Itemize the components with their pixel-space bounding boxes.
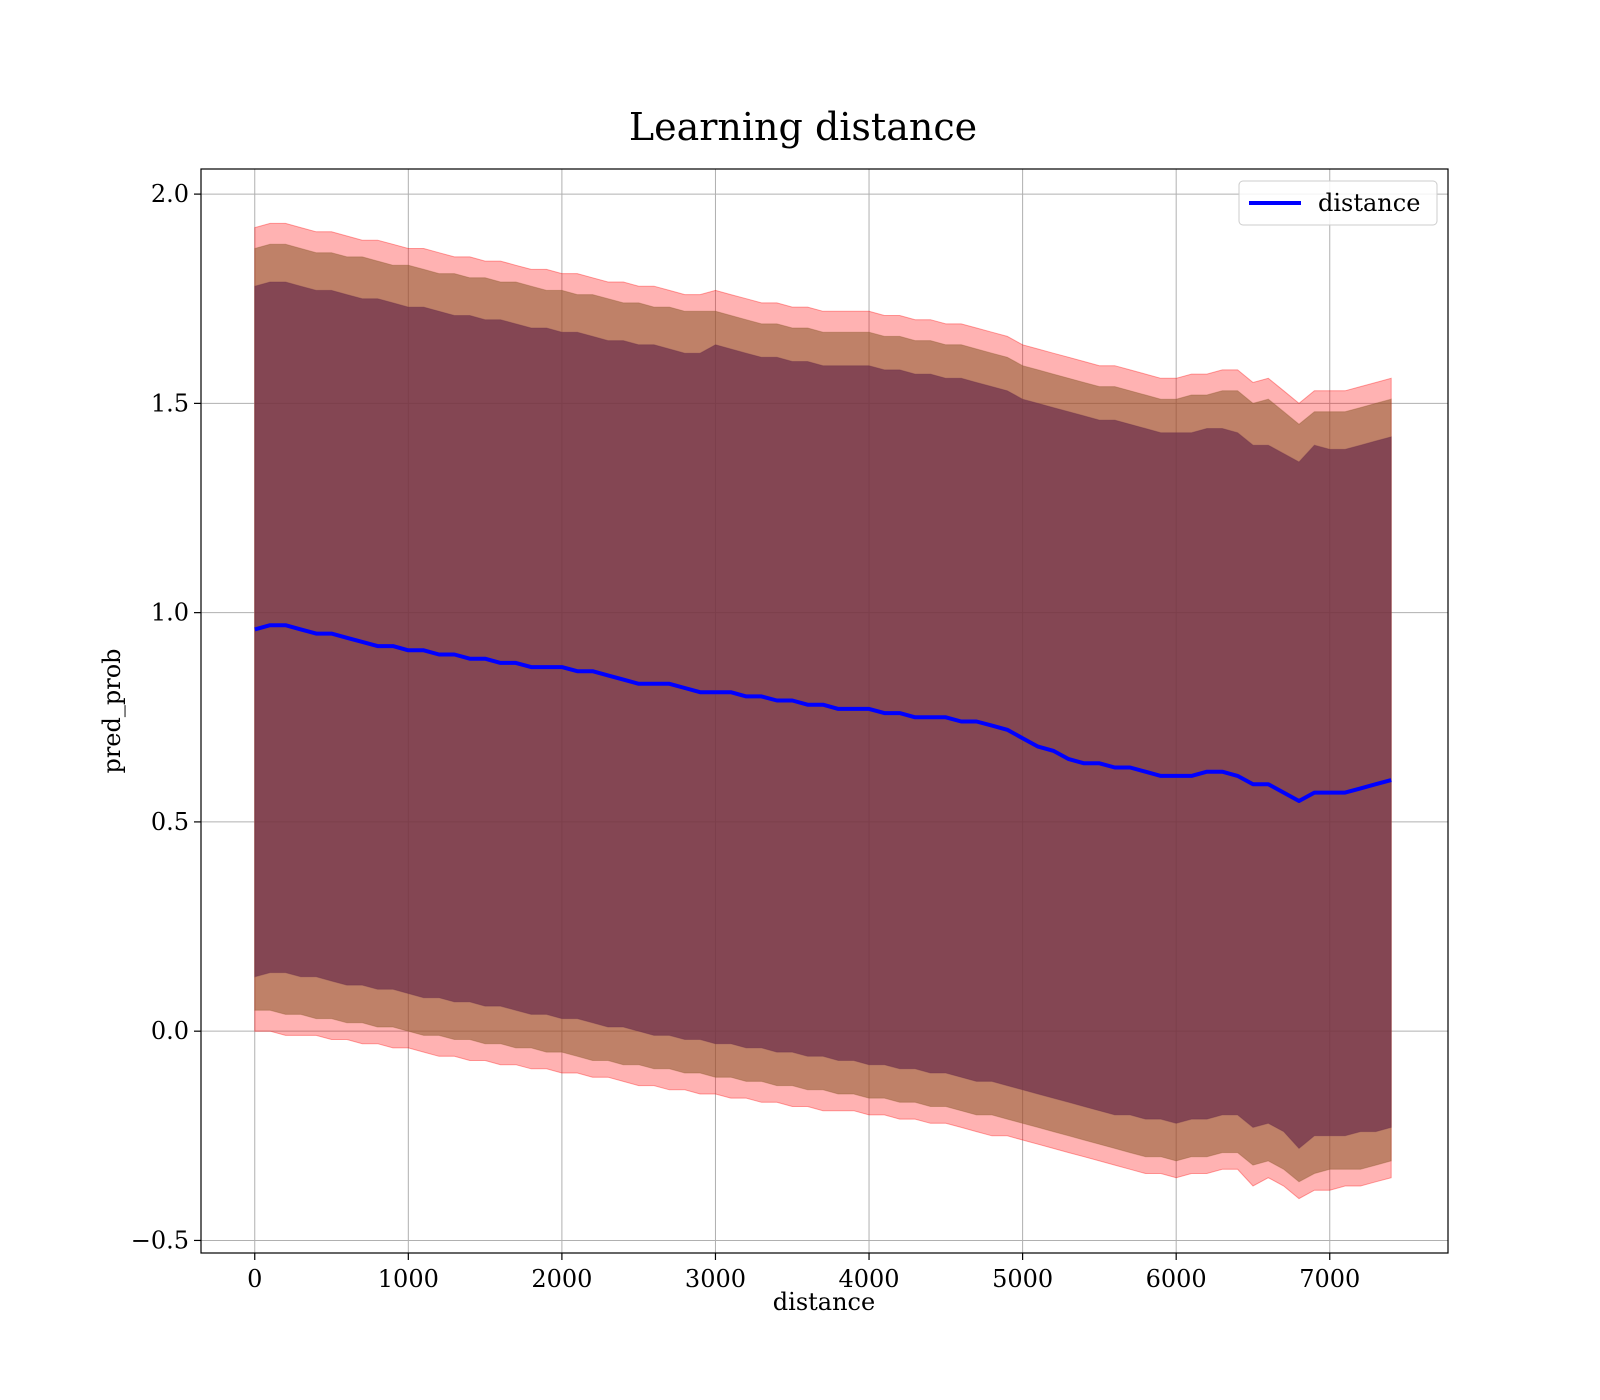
x-tick-label: 5000: [992, 1265, 1053, 1293]
x-tick-label: 6000: [1146, 1265, 1207, 1293]
chart-title: Learning distance: [629, 105, 977, 149]
x-axis-label: distance: [773, 1288, 875, 1316]
y-tick-label: 1.0: [151, 599, 189, 627]
y-tick-label: 2.0: [151, 180, 189, 208]
series-line-distance: [254, 623, 1392, 803]
x-tick-label: 1000: [378, 1265, 439, 1293]
x-tick-label: 7000: [1299, 1265, 1360, 1293]
legend: distance: [1238, 180, 1438, 226]
uncertainty-bands: [254, 222, 1392, 1200]
legend-box: [1238, 180, 1438, 226]
y-tick-label: −0.5: [131, 1226, 189, 1254]
x-axis-ticks: 0 1000 2000 3000 4000 5000 6000 7000: [247, 1253, 1360, 1293]
x-tick-label: 3000: [685, 1265, 746, 1293]
y-tick-label: 0.0: [151, 1017, 189, 1045]
x-tick-label: 0: [247, 1265, 262, 1293]
y-tick-label: 1.5: [151, 389, 189, 417]
inner-band-area: [254, 281, 1392, 1150]
y-tick-label: 0.5: [151, 808, 189, 836]
y-axis-ticks: −0.5 0.0 0.5 1.0 1.5 2.0: [131, 180, 201, 1254]
y-axis-label: pred_prob: [98, 648, 126, 773]
plot-frame: [200, 168, 1449, 1254]
legend-label-distance: distance: [1318, 189, 1420, 217]
x-tick-label: 4000: [838, 1265, 899, 1293]
series-lines: [254, 623, 1392, 803]
x-tick-label: 2000: [531, 1265, 592, 1293]
